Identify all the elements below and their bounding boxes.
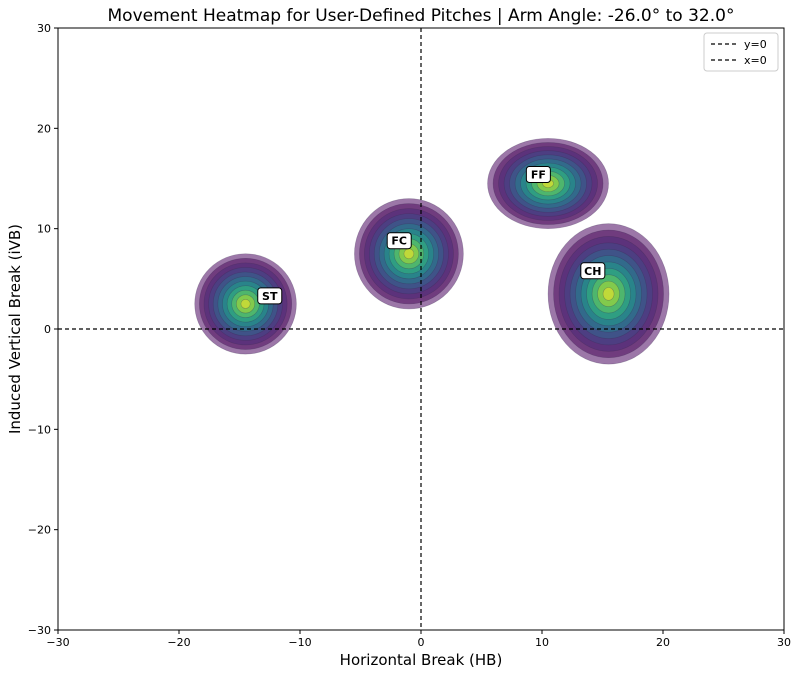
legend: y=0 x=0 — [703, 32, 779, 72]
plot-area: ST FC FF CH — [58, 28, 784, 630]
x-tick-label: −20 — [167, 636, 190, 649]
x-tick-label: 30 — [777, 636, 791, 649]
pitch-label-box — [525, 165, 551, 183]
chart-title: Movement Heatmap for User-Defined Pitche… — [108, 6, 735, 26]
pitch-label-text: FF — [531, 168, 546, 181]
density-level — [403, 248, 415, 260]
y-tick-label: 10 — [37, 223, 51, 236]
pitch-label-box — [386, 232, 412, 250]
legend-box — [703, 32, 779, 72]
legend-label-x0: x=0 — [744, 54, 767, 67]
pitch-label-box — [257, 287, 283, 305]
density-ch — [547, 223, 670, 365]
x-tick-label: 10 — [535, 636, 549, 649]
y-tick-label: 0 — [44, 323, 51, 336]
x-tick-label: 0 — [418, 636, 425, 649]
density-ff — [487, 138, 609, 229]
pitch-label-ff: FF — [525, 165, 551, 183]
x-tick-label: 20 — [656, 636, 670, 649]
y-tick-label: 20 — [37, 122, 51, 135]
pitch-label-fc: FC — [386, 232, 412, 250]
density-level — [602, 287, 615, 301]
pitch-label-text: CH — [584, 265, 601, 278]
density-level — [240, 299, 251, 309]
density-st — [194, 253, 297, 355]
y-tick-label: −20 — [28, 524, 51, 537]
pitch-label-text: ST — [262, 290, 278, 303]
x-axis-title: Horizontal Break (HB) — [340, 651, 503, 669]
pitch-label-box — [580, 262, 606, 280]
y-tick-label: −10 — [28, 423, 51, 436]
pitch-label-st: ST — [257, 287, 283, 305]
density-fc — [354, 198, 464, 310]
y-tick-label: −30 — [28, 624, 51, 637]
pitch-label-ch: CH — [580, 262, 606, 280]
legend-label-y0: y=0 — [744, 38, 767, 51]
y-tick-label: 30 — [37, 22, 51, 35]
y-axis-title: Induced Vertical Break (iVB) — [6, 224, 24, 434]
x-tick-label: −10 — [288, 636, 311, 649]
axis-ticks: −30 −20 −10 0 10 20 30 −30 −20 −10 0 10 20 30 — [28, 22, 791, 649]
pitch-label-text: FC — [391, 235, 407, 248]
x-tick-label: −30 — [46, 636, 69, 649]
